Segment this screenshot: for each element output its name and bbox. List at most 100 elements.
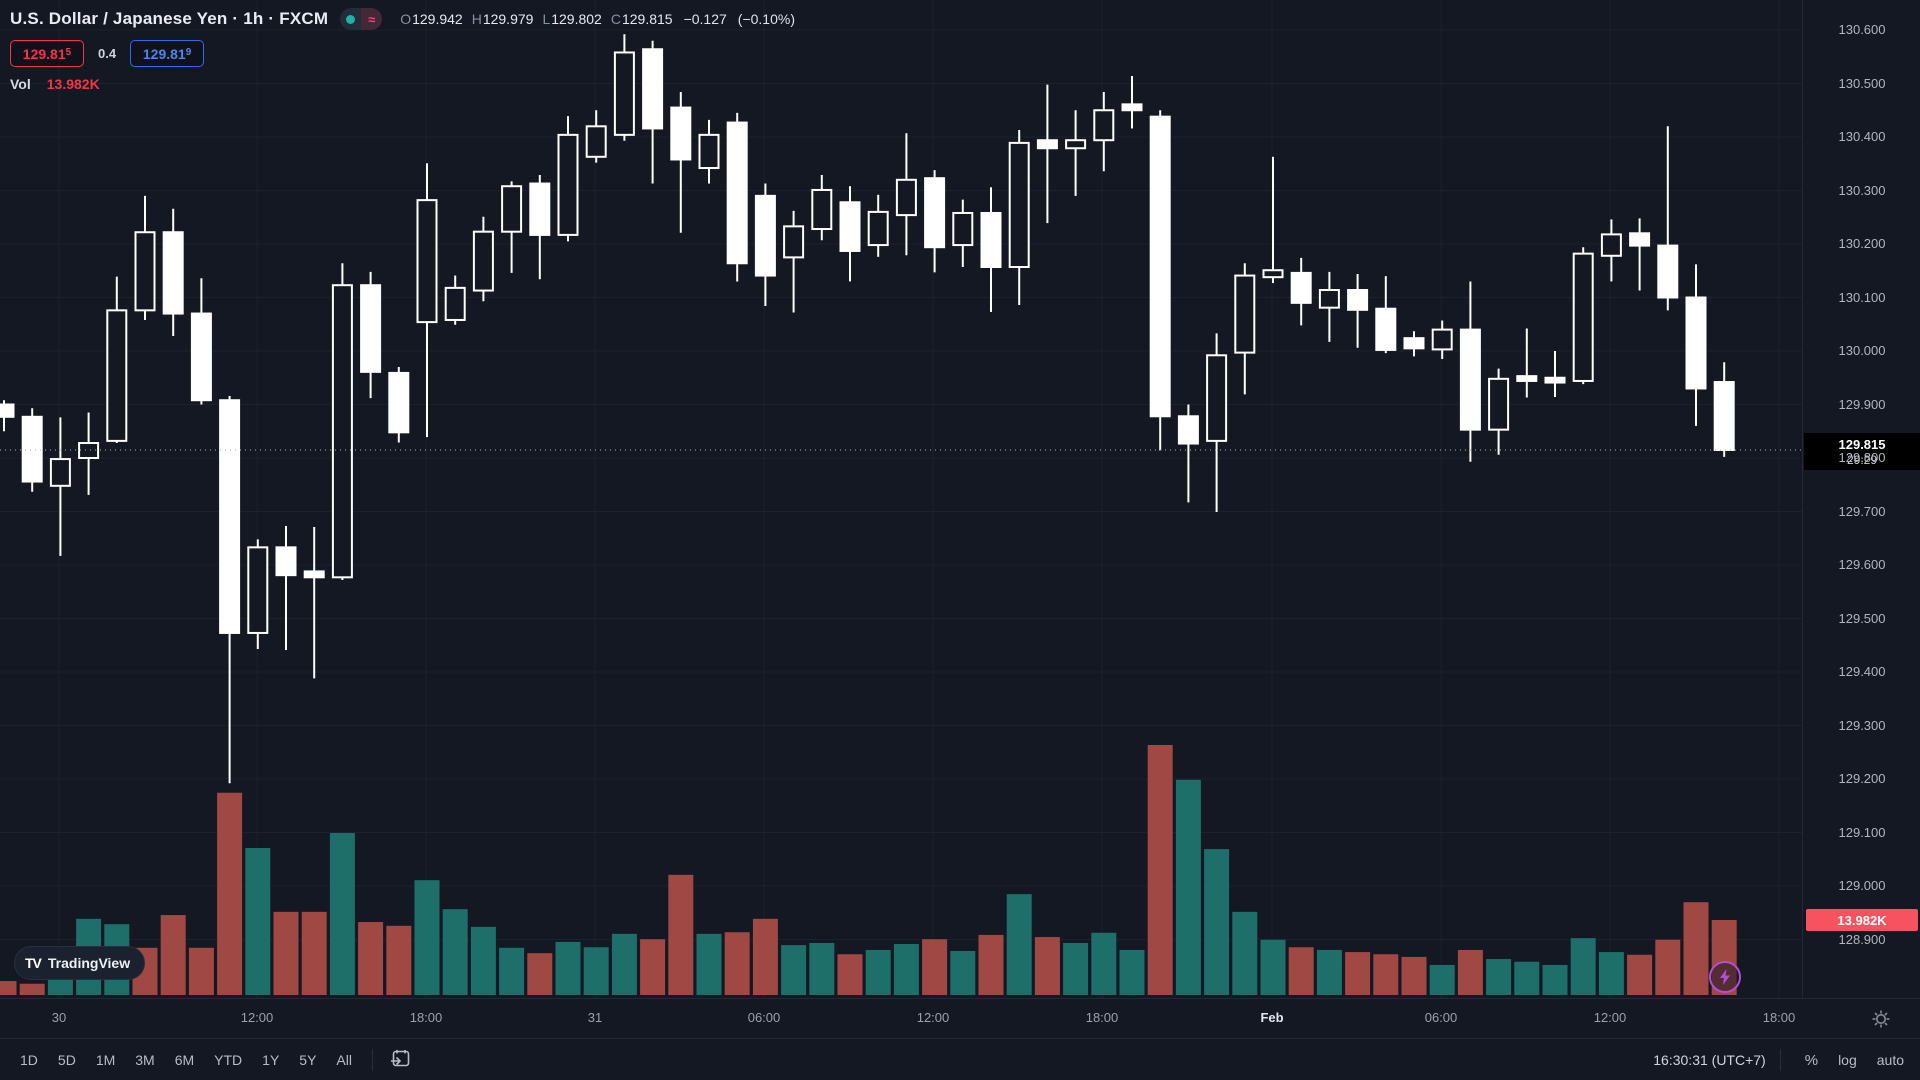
market-status-toggle[interactable]: ≈ — [340, 8, 383, 30]
volume-bar — [696, 933, 722, 995]
volume-bar — [1486, 959, 1512, 995]
range-button-1d[interactable]: 1D — [11, 1047, 47, 1073]
candle-body — [1629, 232, 1651, 247]
range-button-1y[interactable]: 1Y — [253, 1047, 288, 1073]
price-axis-label: 129.600 — [1838, 557, 1886, 572]
candle-body — [1234, 274, 1256, 354]
volume-bar — [245, 848, 271, 995]
volume-bar — [1288, 947, 1314, 995]
price-axis-label: 129.300 — [1838, 717, 1886, 733]
price-axis[interactable]: 129.815 29:29 13.982K 130.600 130.500 130.… — [1802, 0, 1920, 998]
time-axis-label: 06:00 — [1424, 1010, 1458, 1025]
volume-bar — [1345, 952, 1371, 995]
open-value: 129.942 — [412, 11, 463, 27]
last-price-tag[interactable]: 129.815 29:29 — [1804, 433, 1920, 470]
volume-bar — [1514, 961, 1540, 995]
tradingview-logo[interactable]: TV TradingView — [14, 946, 146, 980]
gear-icon[interactable] — [1870, 1008, 1892, 1030]
price-axis-label: 128.900 — [1838, 931, 1886, 947]
candle-body — [0, 403, 15, 418]
range-button-3m[interactable]: 3M — [126, 1047, 163, 1073]
close-value: 129.815 — [621, 11, 673, 27]
time-axis[interactable]: 30 12:00 18:00 31 06:00 12:00 18:00 Feb 06:00 12:… — [0, 998, 1920, 1039]
price-axis-label: 130.500 — [1838, 75, 1886, 91]
candle-body — [754, 194, 776, 277]
volume-bar — [188, 947, 214, 995]
candle-body — [1600, 233, 1622, 257]
candle-body — [501, 185, 523, 233]
price-axis-label: 129.400 — [1838, 664, 1886, 679]
range-button-1m[interactable]: 1M — [87, 1047, 124, 1073]
candle-body — [1685, 296, 1707, 390]
volume-bar — [1204, 849, 1230, 995]
candle-body — [444, 286, 466, 321]
candle-body — [1093, 109, 1115, 142]
candle-body — [1431, 328, 1453, 351]
candle-body — [1036, 139, 1058, 150]
lightning-bolt-button[interactable] — [1709, 961, 1741, 993]
toolbar-divider — [1779, 1049, 1781, 1071]
candle-body — [642, 48, 664, 130]
candle-body — [1347, 289, 1369, 311]
percent-scale-button[interactable]: % — [1795, 1047, 1828, 1074]
time-axis-label: 18:00 — [409, 1010, 443, 1025]
candle-body — [472, 230, 494, 292]
candle-body — [867, 210, 889, 247]
price-axis-label: 129.100 — [1838, 824, 1886, 840]
volume-bar — [1260, 939, 1286, 995]
volume-bar — [1598, 952, 1624, 995]
candle-body — [1375, 307, 1397, 351]
high-value: 129.979 — [482, 11, 534, 27]
price-axis-label: 130.400 — [1838, 129, 1886, 144]
candle-body — [360, 284, 382, 373]
candle-body — [1290, 271, 1312, 304]
candlestick-chart — [0, 0, 1802, 998]
volume-indicator-value: 13.982K — [46, 76, 100, 92]
volume-bar — [1542, 964, 1568, 995]
candle-body — [1318, 289, 1340, 309]
range-button-5y[interactable]: 5Y — [290, 1047, 325, 1073]
range-button-5d[interactable]: 5D — [49, 1047, 85, 1073]
chart-pane[interactable] — [0, 0, 1802, 998]
volume-bar — [273, 911, 299, 995]
candle-body — [1008, 141, 1030, 269]
go-to-date-button[interactable] — [383, 1047, 417, 1074]
volume-bar — [1147, 745, 1173, 995]
candle-body — [1403, 337, 1425, 350]
volume-bar — [1091, 932, 1117, 995]
volume-bar — [668, 874, 694, 995]
volume-bar — [217, 792, 243, 995]
squiggle-icon: ≈ — [361, 8, 383, 30]
buy-ask-button[interactable]: 129.819 — [130, 40, 205, 67]
volume-bar — [1119, 949, 1145, 995]
spread-value: 0.4 — [98, 46, 117, 61]
volume-bar — [583, 947, 609, 995]
session-clock[interactable]: 16:30:31 (UTC+7) — [1653, 1052, 1766, 1068]
price-axis-label: 130.600 — [1838, 22, 1886, 37]
volume-bar — [724, 932, 750, 995]
volume-bar — [555, 941, 581, 995]
range-button-6m[interactable]: 6M — [166, 1047, 203, 1073]
sell-bid-button[interactable]: 129.815 — [10, 40, 84, 67]
time-axis-label: 12:00 — [240, 1010, 274, 1025]
price-axis-label: 130.200 — [1838, 236, 1886, 251]
candle-body — [275, 546, 297, 577]
volume-bar — [1373, 954, 1399, 995]
candle-body — [388, 371, 410, 434]
last-price-value: 129.815 — [1838, 436, 1886, 452]
candle-body — [1065, 139, 1087, 150]
candle-body — [331, 284, 353, 579]
low-value: 129.802 — [551, 11, 602, 27]
volume-bar — [1401, 956, 1427, 995]
volume-bar — [893, 944, 919, 995]
volume-bar — [442, 909, 468, 995]
range-button-ytd[interactable]: YTD — [205, 1047, 251, 1073]
log-scale-button[interactable]: log — [1828, 1047, 1867, 1073]
auto-scale-button[interactable]: auto — [1867, 1047, 1914, 1073]
toolbar-divider — [371, 1049, 373, 1071]
candle-body — [1713, 381, 1735, 451]
range-button-all[interactable]: All — [327, 1047, 361, 1073]
candle-body — [303, 570, 325, 579]
volume-bar — [978, 934, 1004, 995]
